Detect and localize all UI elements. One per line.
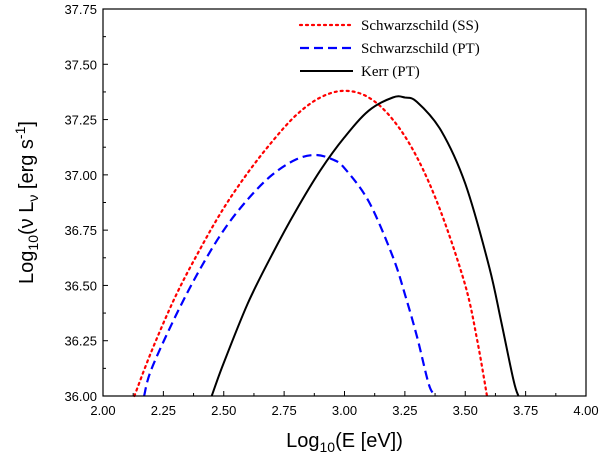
- y-axis-title: Log10(ν Lν [erg s-1]: [12, 121, 41, 284]
- x-tick-label: 4.00: [573, 403, 598, 418]
- y-tick-label: 37.00: [64, 168, 97, 183]
- plot-frame: [102, 8, 587, 397]
- y-axis-title-sub2: ν: [25, 195, 41, 202]
- legend: Schwarzschild (SS) Schwarzschild (PT) Kerr…: [298, 18, 480, 80]
- x-axis-title-base: Log: [286, 430, 319, 452]
- y-tick-label: 36.25: [64, 334, 97, 349]
- legend-label: Schwarzschild (PT): [361, 41, 480, 57]
- x-tick-label: 3.50: [453, 403, 478, 418]
- series-line-2: [143, 153, 438, 397]
- x-axis-title-rest: (E [eV]): [335, 430, 403, 452]
- y-tick-label: 37.75: [64, 2, 97, 17]
- y-tick-label: 36.50: [64, 278, 97, 293]
- y-tick-label: 37.25: [64, 113, 97, 128]
- x-tick-label: 2.75: [271, 403, 296, 418]
- legend-label: Kerr (PT): [361, 64, 420, 80]
- y-axis-title-sup: -1: [12, 126, 28, 139]
- x-tick-label: 3.00: [332, 403, 357, 418]
- axis-ticks: 2.00 2.25 2.50 2.75 3.00 3.25 3.50 3.75 4.00 36.0…: [64, 2, 598, 418]
- x-axis-title: Log10(E [eV]): [286, 430, 403, 455]
- x-tick-label: 3.75: [513, 403, 538, 418]
- legend-label: Schwarzschild (SS): [361, 18, 479, 34]
- x-tick-label: 2.25: [151, 403, 176, 418]
- series-line-3: [210, 95, 520, 397]
- x-tick-label: 3.25: [392, 403, 417, 418]
- x-tick-label: 2.50: [211, 403, 236, 418]
- y-axis-title-end: ]: [16, 121, 38, 127]
- x-axis-title-sub: 10: [320, 439, 336, 455]
- y-tick-label: 37.50: [64, 57, 97, 72]
- series-line-1: [133, 89, 489, 398]
- y-axis-title-base: Log: [16, 251, 38, 284]
- y-tick-label: 36.00: [64, 389, 97, 404]
- y-axis-title-mid: (ν L: [16, 202, 38, 235]
- series-layer: [133, 89, 520, 398]
- y-axis-title-sub: 10: [25, 235, 41, 251]
- x-tick-label: 2.00: [90, 403, 115, 418]
- y-axis-title-unit: [erg s: [16, 139, 38, 195]
- y-tick-label: 36.75: [64, 223, 97, 238]
